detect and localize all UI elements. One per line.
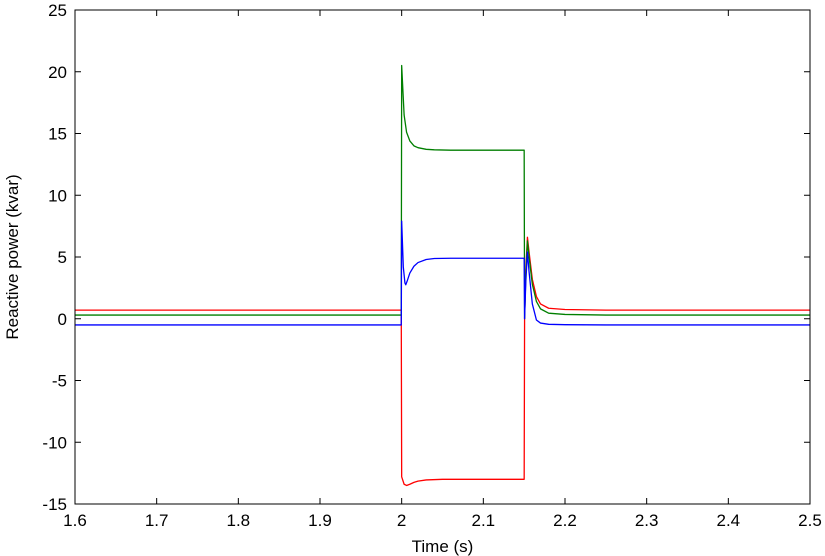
y-tick-label: 0 [58, 310, 67, 329]
series-line-2 [75, 64, 810, 320]
x-tick-label: 1.7 [145, 511, 169, 530]
y-tick-label: 25 [48, 1, 67, 20]
y-tick-label: -5 [52, 372, 67, 391]
series-line-1 [75, 236, 810, 487]
y-axis-label: Reactive power (kvar) [3, 174, 22, 339]
x-tick-label: 2.1 [472, 511, 496, 530]
plot-area [75, 10, 810, 504]
x-tick-label: 1.8 [227, 511, 251, 530]
x-tick-label: 1.6 [63, 511, 87, 530]
y-tick-label: 10 [48, 186, 67, 205]
y-tick-label: 20 [48, 63, 67, 82]
series-layer [75, 64, 810, 487]
x-tick-label: 2.4 [717, 511, 741, 530]
y-tick-label: 15 [48, 125, 67, 144]
y-tick-label: -15 [42, 495, 67, 514]
y-tick-label: 5 [58, 248, 67, 267]
series-line-3 [75, 220, 810, 326]
x-tick-label: 2.3 [635, 511, 659, 530]
x-tick-label: 2 [397, 511, 406, 530]
ticks-layer: 1.6 1.7 1.8 1.9 2 2.1 2.2 2.3 2.4 2.5 -15 -10 -5 0 5 10… [42, 1, 821, 530]
x-tick-label: 2.2 [553, 511, 577, 530]
x-axis-label: Time (s) [412, 537, 474, 556]
x-tick-label: 2.5 [798, 511, 822, 530]
y-tick-label: -10 [42, 433, 67, 452]
x-tick-label: 1.9 [308, 511, 332, 530]
